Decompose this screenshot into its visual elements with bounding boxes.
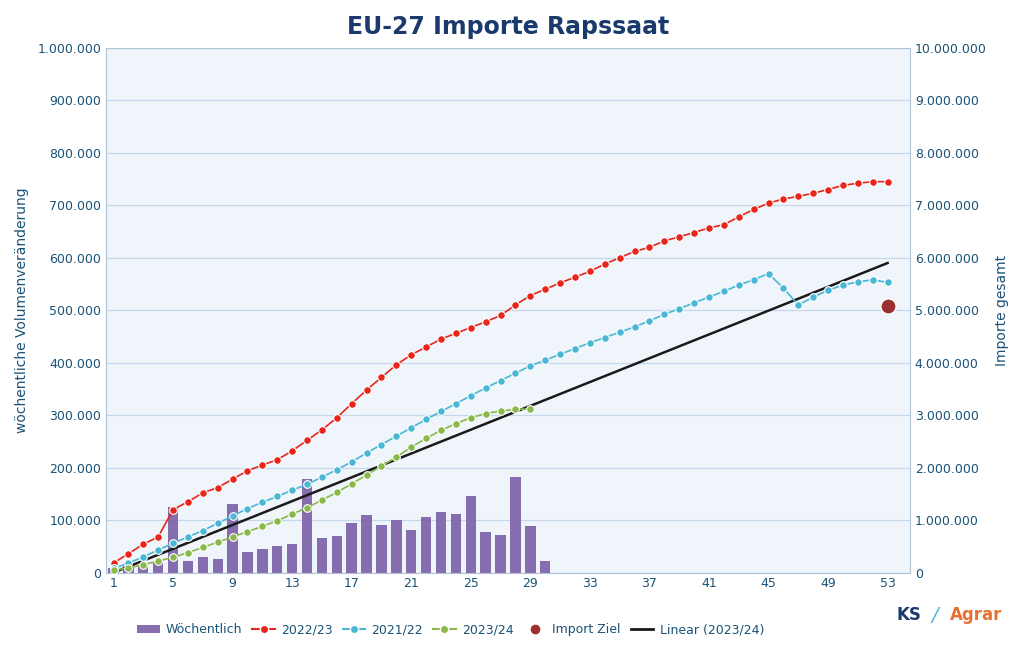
Bar: [123, 566, 133, 573]
Bar: [525, 527, 536, 573]
Bar: [227, 505, 238, 573]
Bar: [332, 536, 342, 573]
Text: Agrar: Agrar: [950, 606, 1002, 624]
Bar: [361, 515, 372, 573]
Legend: Wöchentlich, 2022/23, 2021/22, 2023/24, Import Ziel, Linear (2023/24): Wöchentlich, 2022/23, 2021/22, 2023/24, …: [132, 618, 769, 641]
Bar: [436, 512, 446, 573]
Y-axis label: Importe gesamt: Importe gesamt: [995, 255, 1009, 366]
Title: EU-27 Importe Rapssaat: EU-27 Importe Rapssaat: [347, 15, 669, 39]
Text: /: /: [932, 605, 938, 625]
Bar: [466, 497, 476, 573]
Bar: [198, 557, 208, 573]
Bar: [421, 518, 431, 573]
Bar: [316, 538, 327, 573]
Bar: [213, 559, 223, 573]
Bar: [168, 507, 178, 573]
Bar: [302, 479, 312, 573]
Bar: [257, 549, 267, 573]
Bar: [153, 563, 164, 573]
Bar: [346, 523, 357, 573]
Bar: [109, 568, 119, 573]
Bar: [376, 525, 387, 573]
Bar: [287, 544, 297, 573]
Bar: [510, 477, 520, 573]
Bar: [496, 534, 506, 573]
Y-axis label: wöchentliche Volumenveränderung: wöchentliche Volumenveränderung: [15, 187, 29, 433]
Text: KS: KS: [896, 606, 921, 624]
Bar: [540, 561, 551, 573]
Bar: [480, 532, 490, 573]
Point: [880, 301, 896, 311]
Bar: [182, 561, 194, 573]
Bar: [138, 564, 148, 573]
Bar: [243, 551, 253, 573]
Bar: [407, 529, 417, 573]
Bar: [272, 546, 283, 573]
Bar: [451, 514, 461, 573]
Bar: [391, 520, 401, 573]
